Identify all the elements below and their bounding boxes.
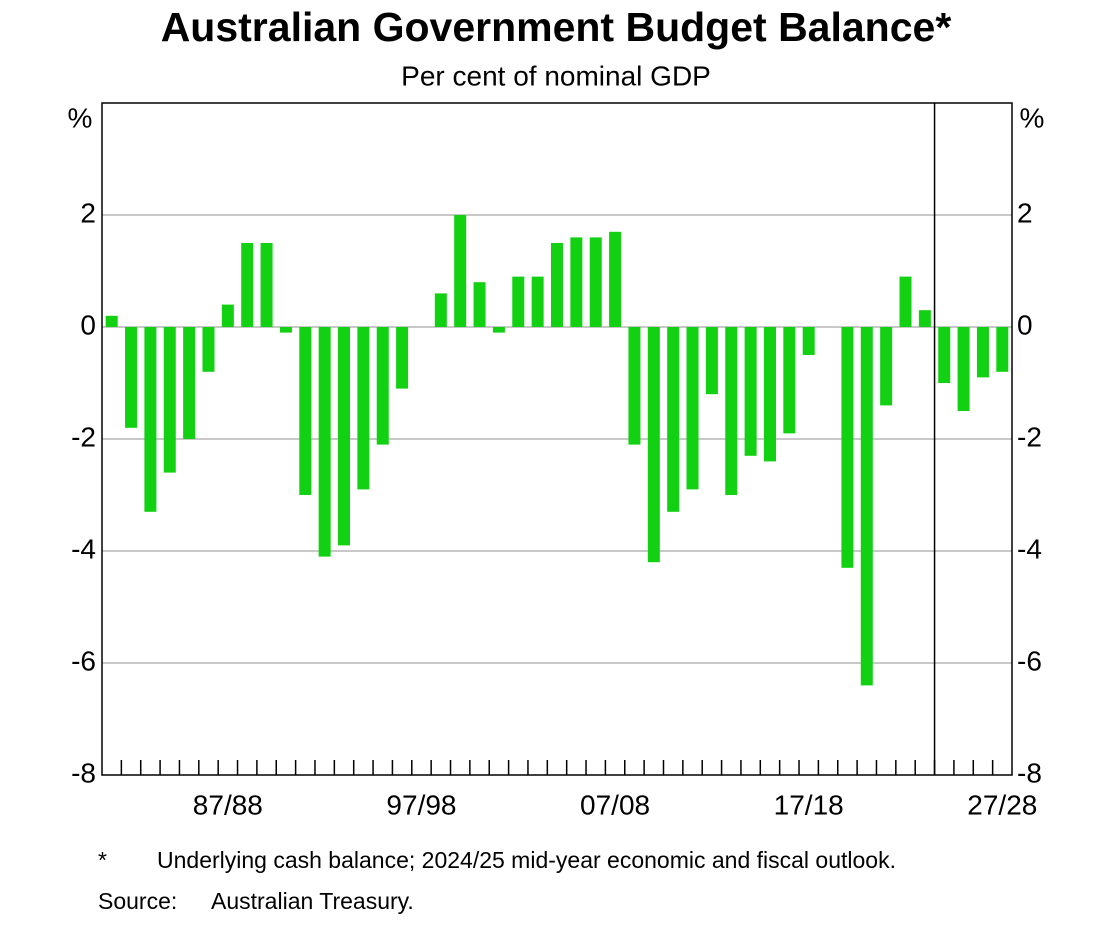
bar <box>589 237 602 327</box>
y-tick-label: 2 <box>80 197 96 228</box>
bar <box>260 243 273 327</box>
bar <box>802 327 815 355</box>
bar <box>628 327 641 445</box>
bar <box>357 327 370 490</box>
bar <box>125 327 138 428</box>
note-marker: * <box>98 847 107 873</box>
bar <box>105 315 118 327</box>
x-tick-label: 17/18 <box>774 789 844 820</box>
bar <box>609 231 622 327</box>
bar <box>338 327 351 546</box>
source-label: Source: <box>98 888 177 914</box>
y-tick-label: -2 <box>71 421 96 452</box>
bar <box>318 327 331 557</box>
bar <box>221 304 234 327</box>
bar <box>725 327 738 495</box>
bar <box>454 215 467 327</box>
bar <box>376 327 389 445</box>
y2-tick-label: -6 <box>1017 645 1042 676</box>
bar <box>279 327 292 333</box>
bar <box>241 243 254 327</box>
note-text: Underlying cash balance; 2024/25 mid-yea… <box>157 847 896 873</box>
y-tick-label: -6 <box>71 645 96 676</box>
bar <box>183 327 196 439</box>
chart-subtitle: Per cent of nominal GDP <box>401 60 711 91</box>
bar <box>396 327 409 389</box>
y2-tick-label: -4 <box>1017 533 1042 564</box>
y-tick-label: -4 <box>71 533 96 564</box>
bar <box>918 310 931 327</box>
bar <box>686 327 699 490</box>
bar <box>202 327 215 372</box>
y-unit: % <box>68 102 93 133</box>
x-tick-label: 97/98 <box>386 789 456 820</box>
y2-tick-label: -8 <box>1017 757 1042 788</box>
bar <box>531 276 544 327</box>
x-tick-label: 27/28 <box>967 789 1037 820</box>
bar <box>570 237 583 327</box>
bar <box>163 327 176 473</box>
bar <box>996 327 1009 372</box>
bar <box>299 327 312 495</box>
bar <box>492 327 505 333</box>
bar <box>763 327 776 462</box>
bar <box>744 327 757 456</box>
bar <box>880 327 893 406</box>
bar <box>938 327 951 383</box>
source-text: Australian Treasury. <box>211 888 414 914</box>
bar <box>976 327 989 378</box>
y2-tick-label: 0 <box>1017 309 1033 340</box>
bar <box>667 327 680 512</box>
y2-tick-label: 2 <box>1017 197 1033 228</box>
bar <box>841 327 854 568</box>
bar <box>899 276 912 327</box>
chart-title: Australian Government Budget Balance* <box>161 4 952 50</box>
y-tick-label: -8 <box>71 757 96 788</box>
bar <box>144 327 157 512</box>
bar <box>473 282 486 327</box>
x-tick-label: 87/88 <box>193 789 263 820</box>
bar <box>512 276 525 327</box>
bar <box>705 327 718 395</box>
bar <box>647 327 660 563</box>
y2-unit: % <box>1020 102 1045 133</box>
y-tick-label: 0 <box>80 309 96 340</box>
bar <box>551 243 563 327</box>
bar <box>434 293 447 327</box>
bar <box>957 327 970 411</box>
bar <box>783 327 796 434</box>
plot-frame <box>101 102 1013 776</box>
x-tick-label: 07/08 <box>580 789 650 820</box>
y2-tick-label: -2 <box>1017 421 1042 452</box>
bar <box>860 327 873 686</box>
